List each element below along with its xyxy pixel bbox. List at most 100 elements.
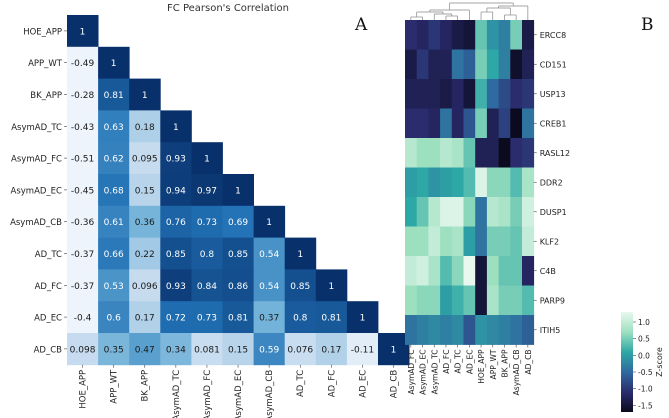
corr-value-label: 0.72 (166, 314, 186, 324)
column-tick-label: AD_CB (390, 370, 400, 399)
zscore-cell (510, 256, 523, 286)
zscore-cell (428, 226, 441, 257)
corr-cell (191, 142, 223, 175)
zscore-cell (522, 138, 535, 168)
gene-label: CD151 (540, 60, 567, 69)
corr-value-label: 0.18 (135, 123, 155, 133)
zscore-cell (475, 20, 488, 50)
zscore-cell (475, 108, 488, 139)
corr-value-label: 1 (266, 218, 272, 228)
corr-value-label: 1 (391, 345, 397, 355)
column-tick-label: AsymAD_EC (234, 370, 244, 418)
zscore-cell (428, 315, 441, 345)
gene-label: ITIH5 (540, 326, 561, 335)
corr-value-label: 0.8 (293, 314, 308, 324)
colorbar-tick-label: -1.5 (638, 401, 653, 410)
corr-value-label: -0.37 (71, 250, 94, 260)
corr-cell (253, 269, 286, 302)
zscore-cell (451, 20, 464, 50)
sample-label: AsymAD_TC (430, 350, 439, 395)
panel-b-zscore-heatmap: B ERCC8 CD151 USP13 CREB1 RASL12 DDR2 DUSP1 KLF… (405, 2, 664, 412)
column-tick-label: AsymAD_CB (265, 370, 275, 418)
sample-label: HOE_APP (477, 349, 486, 384)
zscore-cell (405, 167, 418, 198)
colorbar-tick-label: 0.0 (638, 351, 650, 360)
corr-cell (98, 205, 130, 238)
zscore-cell (498, 226, 511, 257)
zscore-cell (440, 49, 453, 80)
zscore-cell (510, 226, 523, 257)
gene-label: ERCC8 (540, 31, 566, 40)
corr-cell (67, 46, 99, 79)
sample-label: AsymAD_CB (512, 350, 521, 396)
zscore-cell (510, 167, 523, 198)
corr-value-label: 0.35 (104, 345, 124, 355)
corr-value-label: 0.81 (321, 314, 341, 324)
zscore-cell (440, 138, 453, 168)
corr-value-label: 0.93 (166, 155, 186, 165)
corr-value-label: 1 (80, 27, 86, 37)
corr-value-label: -0.43 (71, 123, 94, 133)
zscore-cell (428, 49, 441, 80)
zscore-cell (440, 79, 453, 109)
zscore-cell (510, 79, 523, 109)
zscore-cell (522, 315, 535, 345)
corr-value-label: -0.45 (71, 186, 94, 196)
zscore-cell (522, 167, 535, 198)
sample-label: APP_WT (489, 349, 498, 379)
zscore-cell (463, 20, 476, 50)
corr-cell (98, 110, 130, 143)
zscore-cell (475, 138, 488, 168)
panel-b-label: B (641, 15, 654, 35)
colorbar-tick-label: 0.5 (638, 335, 650, 344)
colorbar-tick-label: -0.5 (638, 368, 653, 377)
corr-value-label: -0.51 (71, 155, 94, 165)
zscore-cell (451, 256, 464, 286)
zscore-cell (440, 108, 453, 139)
corr-cell (129, 110, 161, 143)
column-tick-label: AsymAD_TC (172, 370, 182, 418)
corr-value-label: 1 (360, 314, 366, 324)
corr-cell (284, 269, 317, 302)
zscore-cell (463, 138, 476, 168)
zscore-cell (486, 138, 499, 168)
zscore-cell (510, 197, 523, 227)
gene-label: KLF2 (540, 237, 559, 246)
zscore-cell (486, 79, 499, 109)
corr-cell (67, 142, 99, 175)
corr-value-label: 0.73 (197, 218, 217, 228)
corr-cell (98, 46, 130, 79)
corr-value-label: -0.4 (74, 314, 92, 324)
corr-value-label: 0.81 (104, 91, 124, 101)
corr-cell (191, 174, 223, 207)
zscore-cell (451, 315, 464, 345)
corr-cell (253, 205, 286, 238)
zscore-cell (498, 315, 511, 345)
corr-cell (67, 78, 99, 111)
corr-value-label: 0.97 (197, 186, 217, 196)
corr-cell (191, 333, 223, 366)
zscore-cell (451, 79, 464, 109)
corr-value-label: -0.37 (71, 282, 94, 292)
corr-cell (160, 142, 192, 175)
corr-value-label: 0.86 (228, 282, 248, 292)
corr-cell (284, 237, 317, 270)
corr-value-label: 0.8 (200, 250, 215, 260)
corr-value-label: 0.096 (132, 282, 158, 292)
corr-value-label: 1 (235, 186, 241, 196)
zscore-cell (498, 138, 511, 168)
zscore-cell (440, 315, 453, 345)
corr-cell (160, 269, 192, 302)
colorbar-gradient (621, 312, 633, 412)
zscore-cell (486, 167, 499, 198)
corr-value-label: 0.76 (166, 218, 186, 228)
column-tick-label: AsymAD_FC (203, 370, 213, 418)
corr-cell (222, 205, 254, 238)
zscore-cell (440, 20, 453, 50)
corr-cell (253, 237, 286, 270)
colorbar: 1.0 0.5 0.0 -0.5 -1.0 -1.5 Z-score (621, 312, 664, 412)
zscore-cell (416, 197, 429, 227)
zscore-cell (416, 108, 429, 139)
corr-value-label: 0.47 (135, 345, 155, 355)
corr-value-label: 0.61 (104, 218, 124, 228)
